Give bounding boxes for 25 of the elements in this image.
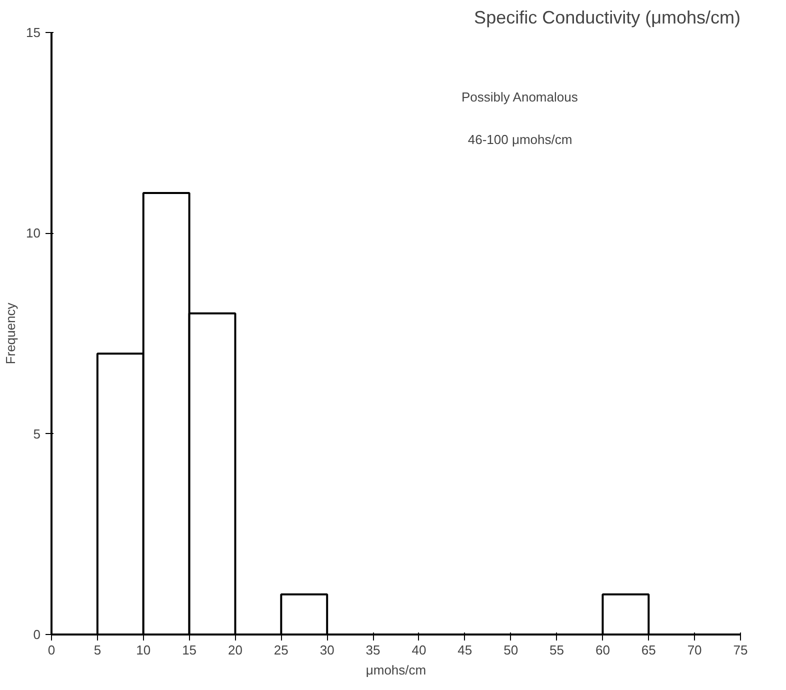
x-tick-label: 15	[182, 642, 197, 658]
x-tick-label: 60	[595, 642, 610, 658]
annotation: 46-100 μmohs/cm	[468, 132, 572, 147]
x-tick-label: 40	[412, 642, 426, 658]
x-tick-label: 50	[504, 642, 518, 658]
annotation: Possibly Anomalous	[461, 90, 578, 105]
x-tick-label: 75	[733, 642, 748, 658]
x-tick-label: 70	[687, 642, 702, 658]
y-tick-label: 5	[33, 426, 41, 442]
x-tick-label: 55	[550, 642, 564, 658]
x-tick-label: 65	[641, 642, 656, 658]
x-tick-label: 5	[94, 642, 102, 658]
x-tick-label: 0	[48, 642, 56, 658]
y-tick-label: 0	[33, 627, 41, 642]
y-tick-label: 15	[26, 25, 41, 40]
x-tick-label: 30	[320, 642, 334, 658]
y-tick-label: 10	[26, 226, 41, 241]
x-tick-label: 45	[458, 642, 472, 658]
x-tick-label: 20	[228, 642, 242, 658]
x-axis-title: μmohs/cm	[366, 662, 426, 678]
y-axis-title: Frequency	[3, 302, 18, 364]
chart-title: Specific Conductivity (μmohs/cm)	[474, 8, 741, 28]
x-tick-label: 25	[274, 642, 288, 658]
x-tick-label: 35	[366, 642, 380, 658]
x-tick-label: 10	[136, 642, 151, 658]
